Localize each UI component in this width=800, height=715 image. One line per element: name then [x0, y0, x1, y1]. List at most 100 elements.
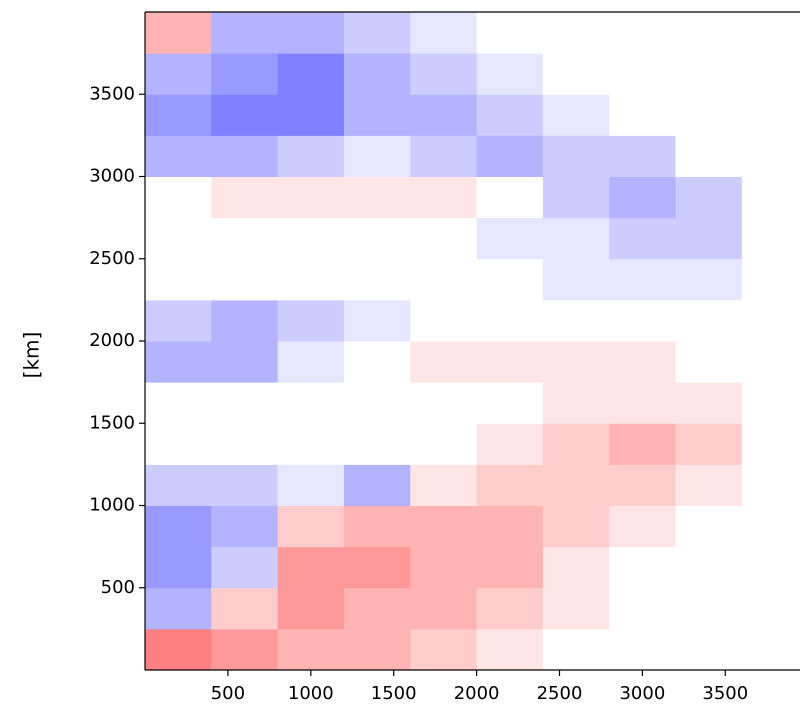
heat-cell — [675, 176, 743, 219]
heat-cell — [343, 258, 411, 301]
heat-cell — [145, 464, 212, 506]
x-tick-label: 3000 — [619, 683, 665, 704]
heatmap — [145, 12, 800, 670]
heat-cell — [741, 299, 800, 342]
heat-cell — [211, 546, 279, 589]
heat-cell — [476, 53, 544, 95]
heat-cell — [410, 382, 478, 424]
heat-cell — [343, 135, 411, 177]
heat-cell — [476, 176, 544, 219]
heat-cell — [741, 587, 800, 630]
heat-cell — [343, 423, 411, 465]
heat-cell — [277, 135, 345, 177]
heat-cell — [410, 505, 478, 548]
heat-cell — [609, 176, 677, 219]
heat-cell — [675, 135, 743, 177]
heat-cell — [343, 53, 411, 95]
heat-cell — [277, 546, 345, 589]
heat-cell — [277, 94, 345, 136]
heat-cell — [542, 382, 610, 424]
heat-cell — [675, 382, 743, 424]
y-tick-label: 3500 — [89, 83, 135, 104]
heat-cell — [410, 423, 478, 465]
heat-cell — [741, 258, 800, 301]
heat-cell — [675, 12, 743, 54]
heat-cell — [675, 546, 743, 589]
heat-cell — [476, 217, 544, 260]
x-tick-label: 3500 — [702, 683, 748, 704]
heat-cell — [476, 423, 544, 465]
heat-cell — [410, 176, 478, 219]
heat-cell — [410, 135, 478, 177]
heat-cell — [343, 505, 411, 548]
x-tick-label: 2500 — [537, 683, 583, 704]
heat-cell — [741, 505, 800, 548]
heat-cell — [145, 628, 212, 670]
heat-cell — [609, 628, 677, 670]
y-tick-label: 1500 — [89, 412, 135, 433]
heat-cell — [542, 299, 610, 342]
heat-cell — [211, 53, 279, 95]
heat-cell — [145, 53, 212, 95]
heat-cell — [609, 587, 677, 630]
heat-cell — [476, 258, 544, 301]
heat-cell — [741, 217, 800, 260]
heat-cell — [277, 382, 345, 424]
heat-cell — [277, 12, 345, 54]
heat-cell — [675, 587, 743, 630]
heat-cell — [675, 217, 743, 260]
heat-cell — [609, 135, 677, 177]
heat-cell — [410, 12, 478, 54]
heat-cell — [343, 464, 411, 506]
heat-cell — [277, 217, 345, 260]
heat-cell — [410, 53, 478, 95]
heat-cell — [277, 423, 345, 465]
x-tick-label: 500 — [211, 683, 245, 704]
heat-cell — [476, 546, 544, 589]
heat-cell — [476, 382, 544, 424]
heat-cell — [476, 135, 544, 177]
heat-cell — [145, 258, 212, 301]
heat-cell — [476, 628, 544, 670]
heat-cell — [410, 94, 478, 136]
heat-cell — [145, 176, 212, 219]
heat-cell — [675, 505, 743, 548]
heat-cell — [741, 546, 800, 589]
heat-cell — [277, 341, 345, 383]
heat-cell — [211, 135, 279, 177]
heat-cell — [277, 53, 345, 95]
heat-cell — [145, 546, 212, 589]
heat-cell — [145, 423, 212, 465]
heat-cell — [609, 12, 677, 54]
heat-cell — [145, 505, 212, 548]
heat-cell — [343, 217, 411, 260]
heat-cell — [741, 628, 800, 670]
heat-cell — [476, 299, 544, 342]
heat-cell — [542, 94, 610, 136]
heat-cell — [675, 53, 743, 95]
heat-cell — [211, 94, 279, 136]
heat-cell — [675, 258, 743, 301]
heat-cell — [741, 464, 800, 506]
heat-cell — [609, 464, 677, 506]
heat-cell — [211, 382, 279, 424]
y-tick-label: 500 — [101, 577, 135, 598]
heat-cell — [277, 258, 345, 301]
heat-cell — [542, 464, 610, 506]
heat-cell — [211, 423, 279, 465]
heat-cell — [211, 341, 279, 383]
heat-cell — [277, 505, 345, 548]
heat-cell — [542, 217, 610, 260]
heat-cell — [410, 299, 478, 342]
heat-cell — [675, 423, 743, 465]
heat-cell — [609, 423, 677, 465]
heat-cell — [277, 464, 345, 506]
heat-cell — [741, 94, 800, 136]
heat-cell — [609, 258, 677, 301]
heat-cell — [211, 464, 279, 506]
heat-cell — [542, 546, 610, 589]
heat-cell — [211, 299, 279, 342]
heat-cell — [343, 176, 411, 219]
heat-cell — [542, 587, 610, 630]
